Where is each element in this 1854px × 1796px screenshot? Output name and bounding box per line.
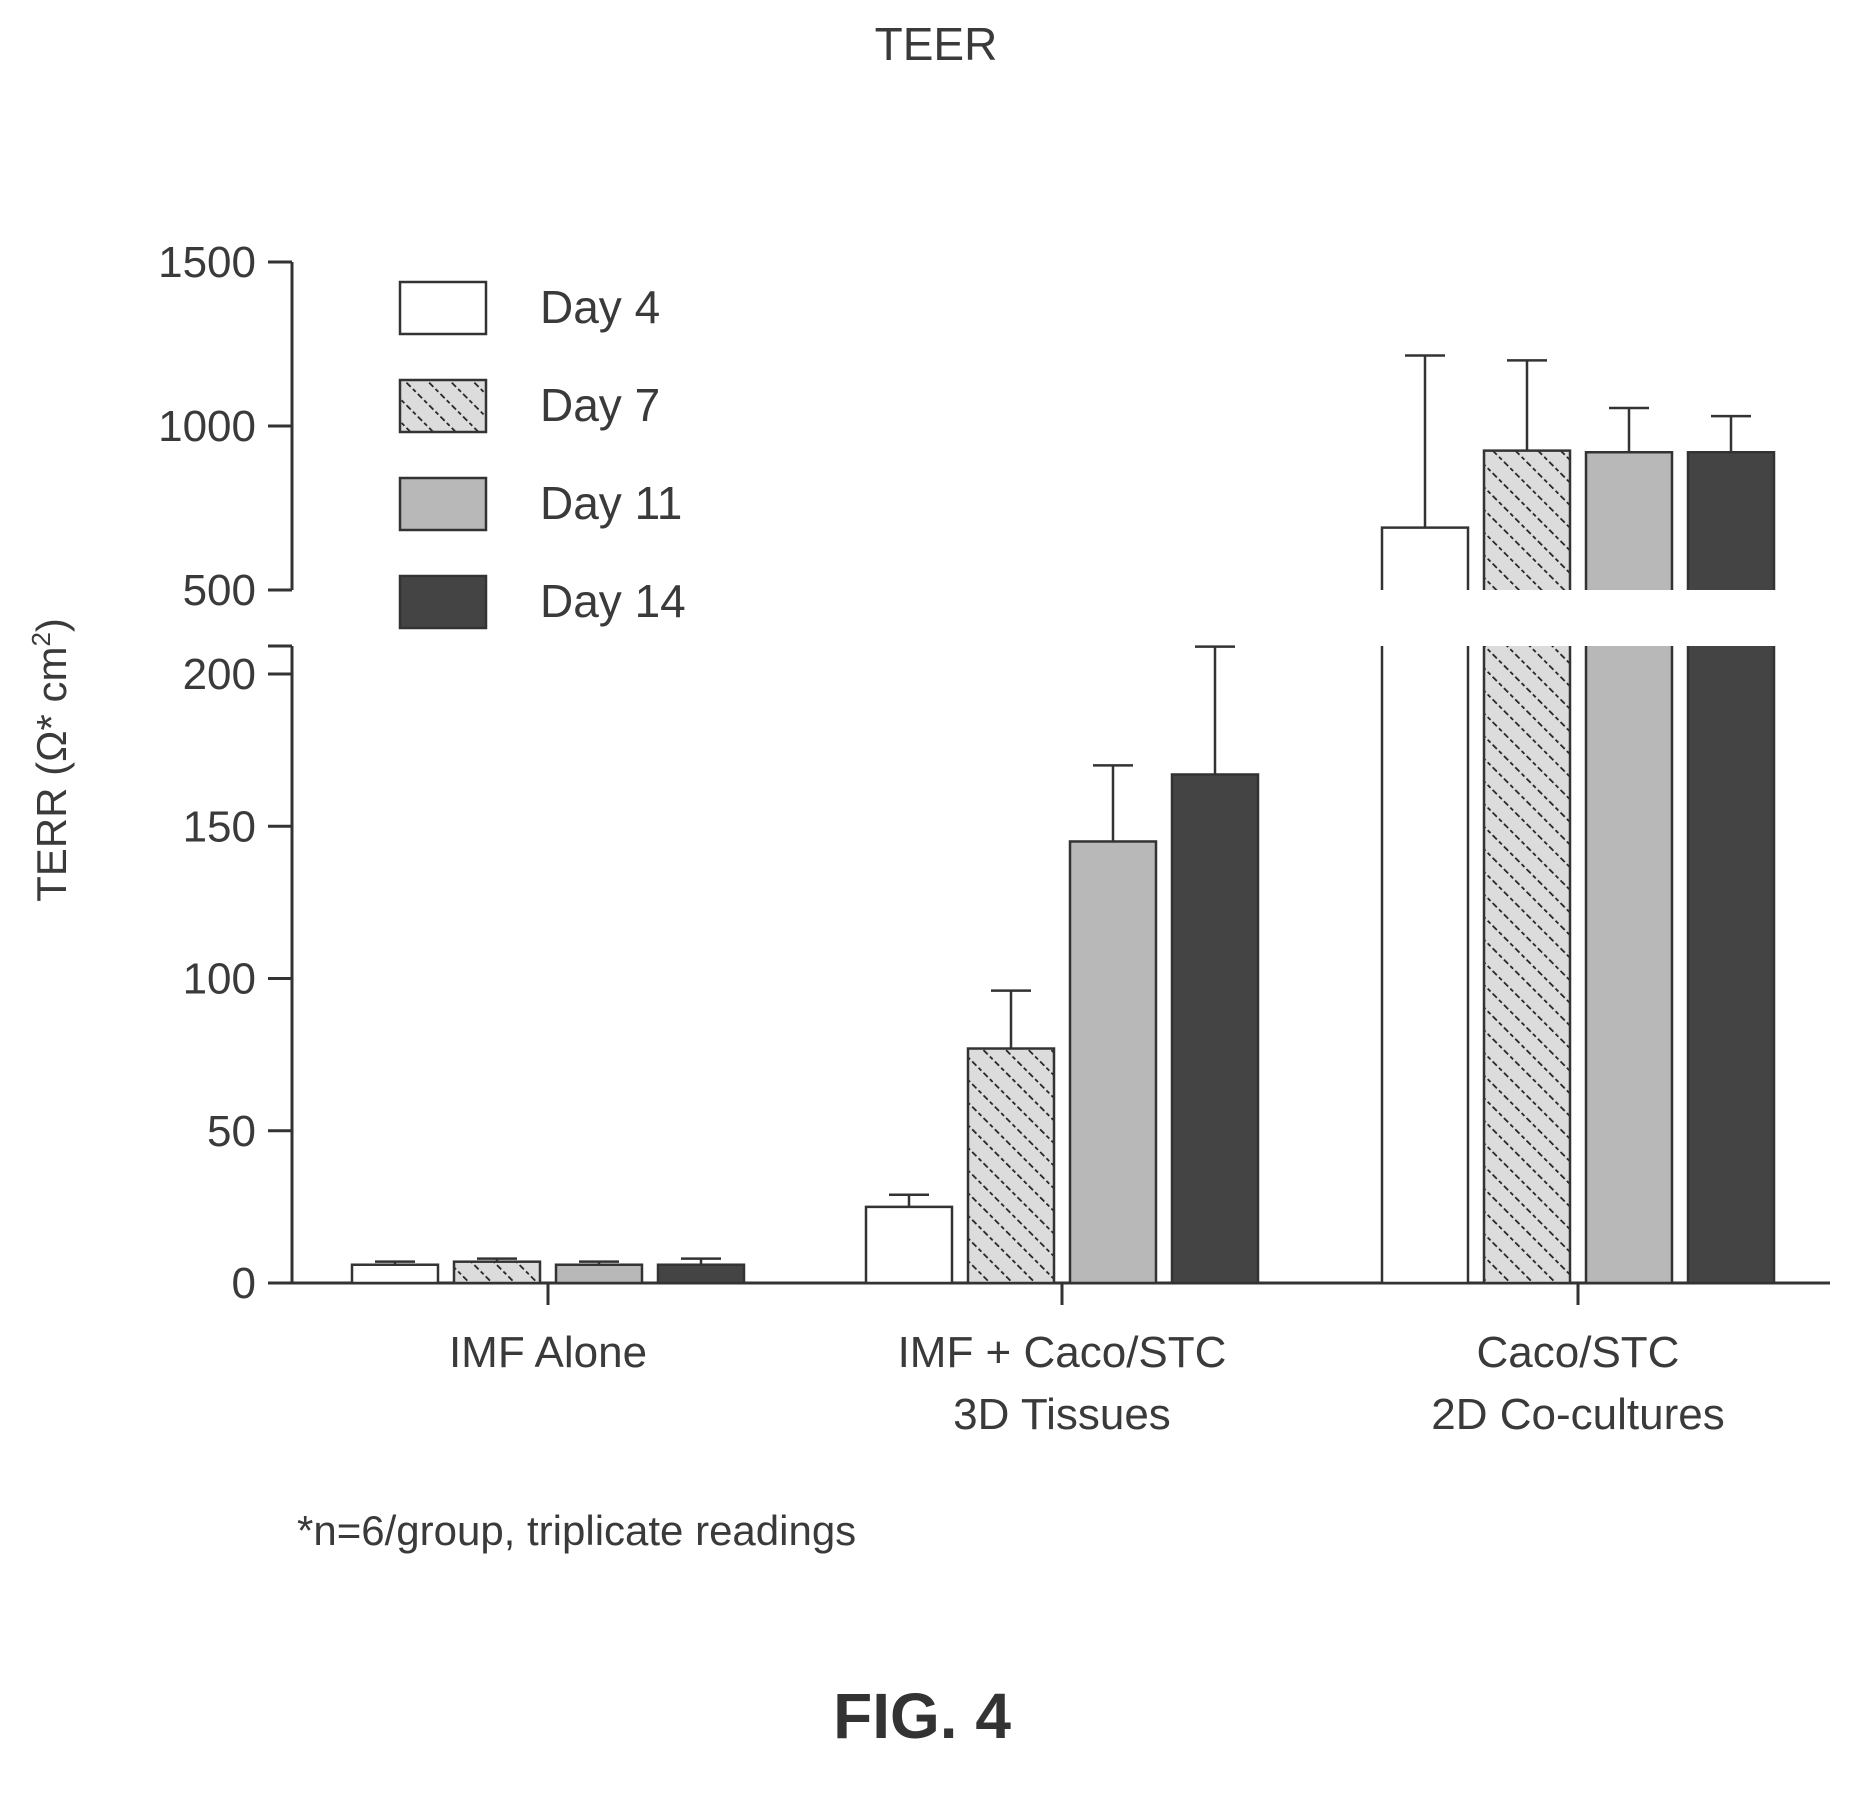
x-category-label: 2D Co-cultures [1431, 1390, 1724, 1439]
x-category-label: IMF Alone [449, 1328, 647, 1377]
bar [966, 1047, 1056, 1285]
legend: Day 4 Day 7 Day 11 Day 14 [398, 280, 686, 630]
figure-label: FIG. 4 [833, 1680, 1011, 1752]
x-axis-labels: IMF Alone IMF + Caco/STC 3D Tissues Caco/ST… [449, 1328, 1725, 1439]
y-axis-label-sup: 2 [26, 632, 56, 646]
chart-title: TEER [875, 18, 998, 70]
bar-lower-segment [1584, 646, 1674, 1285]
y-tick-label: 1000 [158, 402, 256, 451]
bar [1068, 840, 1158, 1285]
legend-swatch [398, 280, 488, 336]
bar [350, 1263, 440, 1285]
bar [656, 1263, 746, 1285]
y-axis-label-text: TERR (Ω* cm [28, 647, 75, 902]
bar-upper-segment [1482, 449, 1572, 590]
y-tick-label: 0 [232, 1259, 256, 1308]
y-tick-label: 1500 [158, 238, 256, 287]
footnote: *n=6/group, triplicate readings [297, 1507, 856, 1554]
x-category-label: Caco/STC [1477, 1328, 1680, 1377]
x-category-label: IMF + Caco/STC [898, 1328, 1227, 1377]
bar [1170, 773, 1260, 1285]
bar-upper-segment [1686, 450, 1776, 590]
bar-lower-segment [1482, 646, 1572, 1285]
bars [350, 354, 1776, 1305]
y-tick-label: 100 [183, 955, 256, 1004]
bar [554, 1263, 644, 1285]
bar-upper-segment [1380, 526, 1470, 590]
y-axis-label: TERR (Ω* cm2) [26, 618, 75, 902]
legend-label: Day 7 [540, 379, 660, 431]
legend-swatch [398, 378, 488, 434]
y-tick-label: 500 [183, 566, 256, 615]
y-tick-label: 150 [183, 802, 256, 851]
legend-swatch [398, 574, 488, 630]
legend-label: Day 4 [540, 281, 660, 333]
bar-upper-segment [1584, 450, 1674, 590]
bar [452, 1260, 542, 1285]
bar-lower-segment [1686, 646, 1776, 1285]
legend-label: Day 11 [540, 477, 682, 529]
bar-lower-segment [1380, 646, 1470, 1285]
y-tick-label: 200 [183, 650, 256, 699]
y-axis-label-close: ) [28, 618, 75, 632]
x-category-label: 3D Tissues [953, 1390, 1171, 1439]
legend-swatch [398, 476, 488, 532]
y-tick-label: 50 [207, 1107, 256, 1156]
legend-label: Day 14 [540, 575, 686, 627]
bar [864, 1205, 954, 1285]
